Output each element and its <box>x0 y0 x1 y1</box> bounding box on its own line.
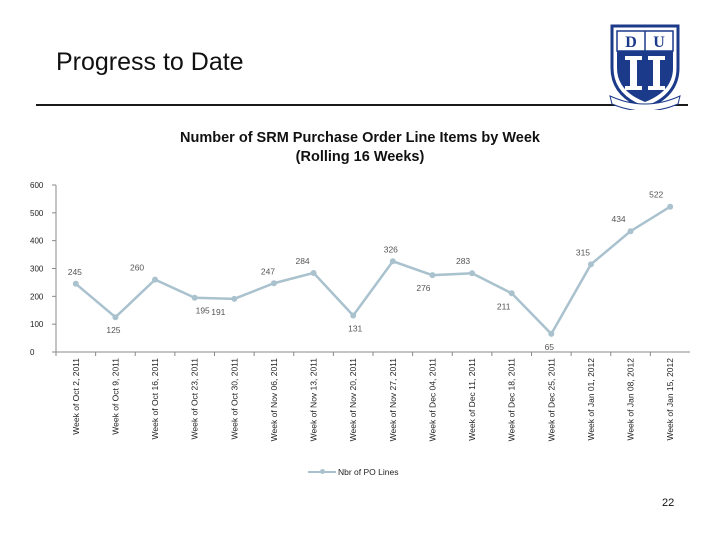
data-point <box>231 295 238 302</box>
data-label: 131 <box>348 324 362 334</box>
university-crest-logo: D U <box>609 24 681 110</box>
data-label: 245 <box>68 267 82 277</box>
data-label: 195 <box>196 306 210 316</box>
data-label: 65 <box>545 342 555 352</box>
data-point <box>508 290 515 297</box>
y-tick-label: 0 <box>30 348 35 357</box>
series-line <box>75 205 671 336</box>
data-label: 434 <box>611 214 625 224</box>
x-tick-label: Week of Nov 20, 2011 <box>348 358 358 442</box>
data-label: 247 <box>261 266 275 276</box>
data-point <box>587 261 594 268</box>
legend-label: Nbr of PO Lines <box>338 467 399 477</box>
data-point <box>429 272 436 279</box>
data-point <box>310 269 317 276</box>
data-label: 315 <box>576 247 590 257</box>
x-tick-label: Week of Nov 06, 2011 <box>269 358 279 442</box>
data-point <box>191 294 198 301</box>
y-tick-label: 100 <box>30 320 44 329</box>
y-tick-label: 300 <box>30 265 44 274</box>
x-tick-label: Week of Dec 25, 2011 <box>546 358 556 442</box>
data-label: 125 <box>106 325 120 335</box>
x-tick-label: Week of Oct 2, 2011 <box>71 358 81 435</box>
x-tick-label: Week of Jan 08, 2012 <box>626 358 636 441</box>
title-divider <box>36 104 688 106</box>
data-label: 211 <box>497 301 511 311</box>
data-label: 276 <box>416 283 430 293</box>
x-tick-label: Week of Nov 13, 2011 <box>309 358 319 442</box>
x-tick-label: Week of Oct 23, 2011 <box>190 358 200 440</box>
data-point <box>389 258 396 265</box>
page-number: 22 <box>662 497 675 509</box>
x-tick-label: Week of Dec 04, 2011 <box>427 358 437 442</box>
data-label: 283 <box>456 256 470 266</box>
x-tick-label: Week of Dec 18, 2011 <box>507 358 517 442</box>
crest-initial-left: D <box>625 34 637 51</box>
data-point <box>72 280 79 287</box>
y-tick-label: 400 <box>30 237 44 246</box>
data-label: 326 <box>384 244 398 254</box>
y-tick-label: 500 <box>30 209 44 218</box>
data-point <box>627 228 634 235</box>
slide-title: Progress to Date <box>56 48 244 76</box>
x-tick-label: Week of Oct 30, 2011 <box>229 358 239 440</box>
x-tick-label: Week of Oct 16, 2011 <box>150 358 160 440</box>
data-label: 284 <box>295 256 309 266</box>
y-tick-label: 600 <box>30 181 44 190</box>
x-tick-label: Week of Jan 01, 2012 <box>586 358 596 441</box>
chart-legend: Nbr of PO Lines <box>308 467 398 477</box>
crest-initial-right: U <box>653 34 665 51</box>
data-point <box>548 330 555 337</box>
data-label: 260 <box>130 263 144 273</box>
legend-line-marker-icon <box>308 469 336 474</box>
x-tick-label: Week of Dec 11, 2011 <box>467 358 477 441</box>
data-label: 522 <box>649 190 663 200</box>
data-point <box>270 280 277 287</box>
data-label: 191 <box>211 307 225 317</box>
data-point <box>667 203 674 210</box>
x-tick-label: Week of Oct 9, 2011 <box>110 358 120 435</box>
x-tick-label: Week of Nov 27, 2011 <box>388 358 398 442</box>
data-point <box>350 312 357 319</box>
data-point <box>469 270 476 277</box>
data-point <box>112 314 119 321</box>
chart-title: Number of SRM Purchase Order Line Items … <box>180 130 540 165</box>
x-tick-label: Week of Jan 15, 2012 <box>665 358 675 441</box>
data-point <box>152 276 159 283</box>
y-tick-label: 200 <box>30 292 44 301</box>
